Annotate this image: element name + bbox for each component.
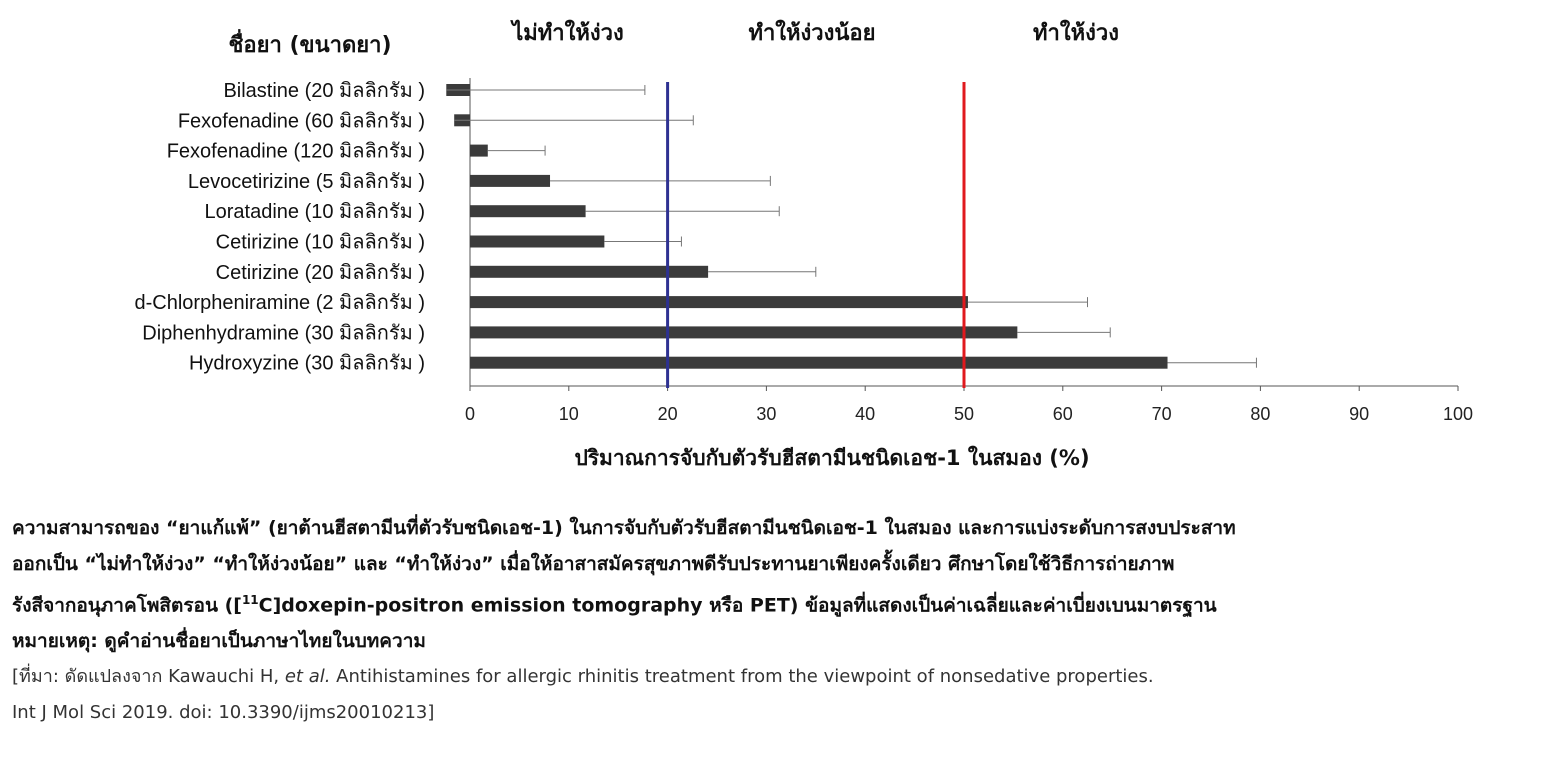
drug-label-8: Diphenhydramine (30 มิลลิกรัม ) [142, 322, 425, 344]
bar-3 [470, 174, 551, 187]
x-axis-title: ปริมาณการจับกับตัวรับฮีสตามีนชนิดเอช-1 ใ… [574, 445, 1089, 470]
x-tick-label-0: 0 [465, 404, 475, 424]
drug-column-title: ชื่อยา (ขนาดยา) [228, 28, 391, 58]
x-tick-label-100: 100 [1443, 404, 1473, 424]
drug-label-3: Levocetirizine (5 มิลลิกรัม ) [188, 171, 425, 193]
caption-line-3-post: C]doxepin-positron emission tomography ห… [258, 594, 1217, 617]
bar-9 [470, 356, 1168, 369]
zone-label-1: ทำให้ง่วงน้อย [748, 19, 875, 46]
x-tick-label-90: 90 [1349, 404, 1369, 424]
drug-label-0: Bilastine (20 มิลลิกรัม ) [223, 80, 425, 102]
drug-label-4: Loratadine (10 มิลลิกรัม ) [205, 201, 426, 223]
x-tick-label-50: 50 [954, 404, 974, 424]
drug-label-9: Hydroxyzine (30 มิลลิกรัม ) [189, 353, 425, 375]
x-tick-label-80: 80 [1250, 404, 1270, 424]
drug-label-7: d-Chlorpheniramine (2 มิลลิกรัม ) [135, 292, 426, 314]
bar-4 [470, 205, 586, 218]
antihistamine-bar-chart: ชื่อยา (ขนาดยา) ไม่ทำให้ง่วง ทำให้ง่วงน้อ… [135, 19, 1474, 470]
zone-label-0: ไม่ทำให้ง่วง [510, 19, 624, 46]
x-tick-label-70: 70 [1152, 404, 1172, 424]
bar-8 [470, 326, 1018, 339]
drug-label-5: Cetirizine (10 มิลลิกรัม ) [216, 232, 425, 254]
source-etal: et al. [284, 666, 331, 688]
x-tick-label-60: 60 [1053, 404, 1073, 424]
bar-7 [470, 296, 968, 309]
caption-line-3: รังสีจากอนุภาคโพสิตรอน ([11C]doxepin-pos… [12, 582, 1537, 623]
figure-caption: ความสามารถของ “ยาแก้แพ้” (ยาต้านฮีสตามีน… [12, 510, 1537, 731]
x-tick-label-20: 20 [658, 404, 678, 424]
drug-label-1: Fexofenadine (60 มิลลิกรัม ) [178, 110, 425, 132]
bar-6 [470, 265, 709, 278]
drug-label-6: Cetirizine (20 มิลลิกรัม ) [216, 262, 425, 284]
x-tick-label-10: 10 [559, 404, 579, 424]
caption-line-1: ความสามารถของ “ยาแก้แพ้” (ยาต้านฮีสตามีน… [12, 517, 1236, 539]
x-tick-label-30: 30 [756, 404, 776, 424]
drug-label-2: Fexofenadine (120 มิลลิกรัม ) [167, 141, 425, 163]
source-post: Antihistamines for allergic rhinitis tre… [330, 666, 1154, 688]
caption-line-3-pre: รังสีจากอนุภาคโพสิตรอน ([ [12, 594, 242, 617]
bar-2 [470, 144, 488, 157]
isotope-superscript: 11 [241, 593, 259, 607]
caption-note: หมายเหตุ: ดูคำอ่านชื่อยาเป็นภาษาไทยในบทค… [12, 630, 426, 653]
source-pre: [ที่มา: ดัดแปลงจาก Kawauchi H, [12, 666, 285, 688]
x-tick-label-40: 40 [855, 404, 875, 424]
caption-source-line-2: Int J Mol Sci 2019. doi: 10.3390/ijms200… [12, 702, 435, 724]
caption-source: [ที่มา: ดัดแปลงจาก Kawauchi H, et al. An… [12, 659, 1537, 695]
bar-5 [470, 235, 605, 248]
caption-line-2: ออกเป็น “ไม่ทำให้ง่วง” “ทำให้ง่วงน้อย” แ… [12, 553, 1175, 575]
zone-label-2: ทำให้ง่วง [1033, 19, 1119, 46]
